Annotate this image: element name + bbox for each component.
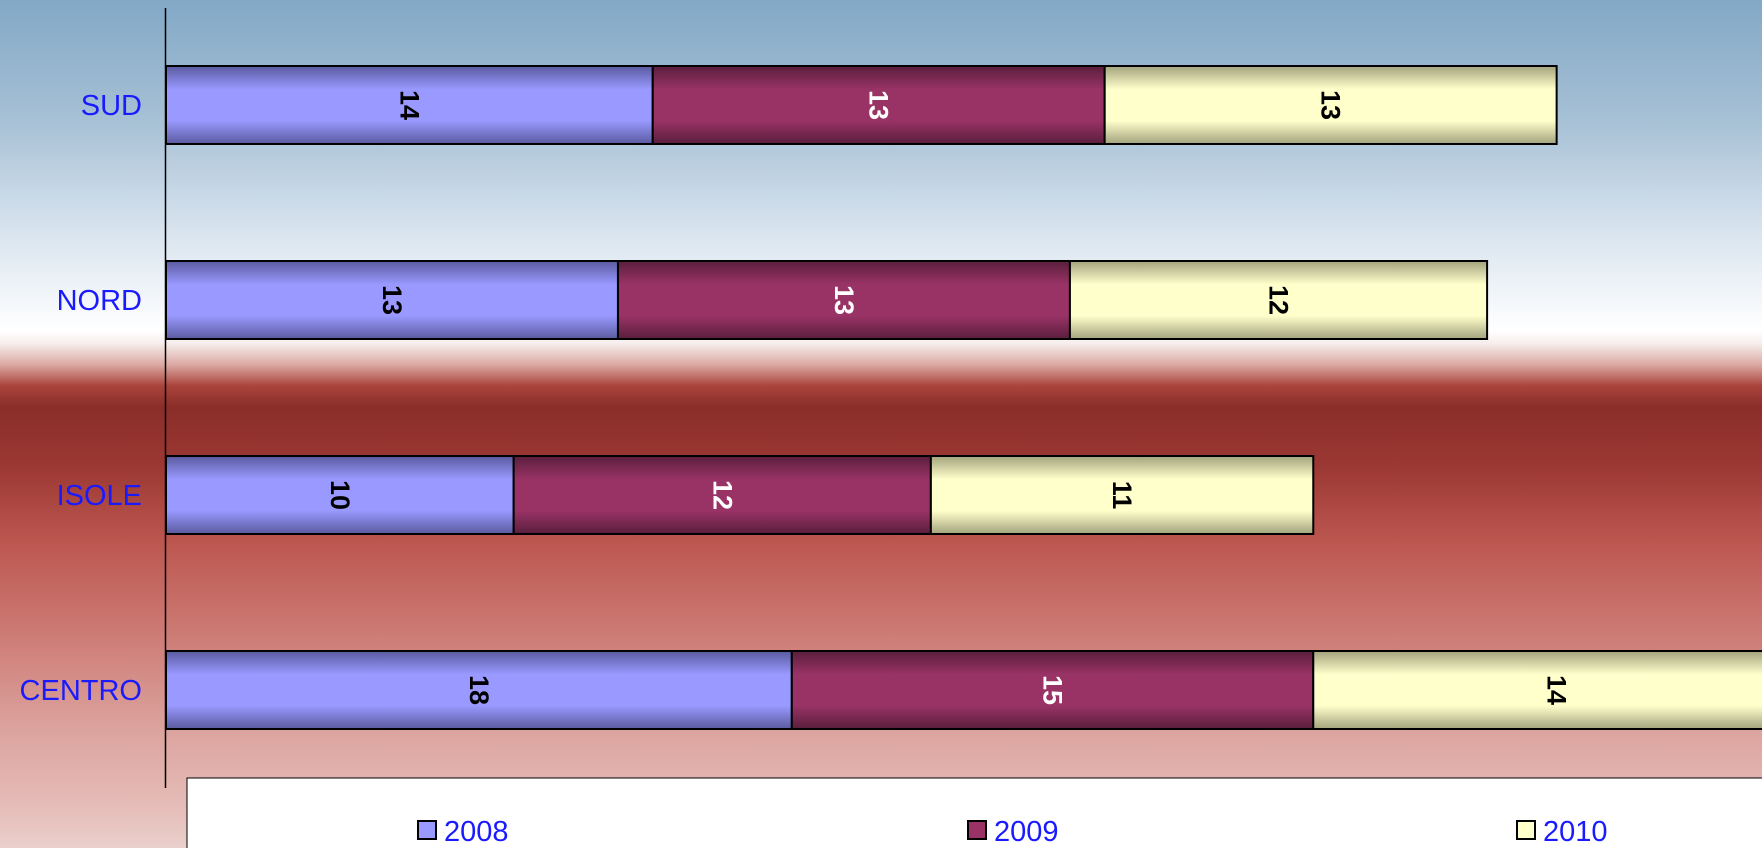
category-label-nord: NORD [57,285,142,317]
legend-swatch-2009 [967,820,987,840]
data-label-isole-2008: 10 [325,480,355,510]
data-label-sud-2009: 13 [864,90,894,120]
legend-label-2010: 2010 [1543,816,1608,848]
category-labels: SUD NORD ISOLE CENTRO [20,90,142,707]
data-label-centro-2009: 15 [1038,675,1068,705]
bar-centro-2009 [790,650,1315,730]
bar-centro-2010 [1312,650,1762,730]
bar-isole-2010 [929,455,1315,535]
data-label-centro-2008: 18 [464,675,494,705]
bar-centro-2008 [165,650,793,730]
legend: 2008 2009 2010 [417,816,1608,848]
data-label-nord-2010: 12 [1264,285,1294,315]
data-label-isole-2010: 11 [1107,481,1137,510]
legend-swatch-2010 [1516,820,1536,840]
bar-nord-2010 [1068,260,1489,340]
data-label-centro-2010: 14 [1542,675,1572,705]
data-label-isole-2009: 12 [707,480,737,510]
category-label-isole: ISOLE [57,480,142,512]
legend-swatch-2008 [417,820,437,840]
bar-sud-2009 [651,65,1106,145]
bar-sud-2010 [1103,65,1558,145]
category-label-sud: SUD [81,90,142,122]
data-label-sud-2008: 14 [394,90,424,120]
data-label-nord-2009: 13 [829,285,859,315]
legend-label-2008: 2008 [444,816,509,848]
data-label-nord-2008: 13 [377,285,407,315]
legend-label-2009: 2009 [994,816,1059,848]
bars-layer: 14 13 13 13 13 12 10 12 11 18 15 14 [165,65,1762,730]
category-label-centro: CENTRO [20,675,142,707]
data-label-sud-2010: 13 [1316,90,1346,120]
